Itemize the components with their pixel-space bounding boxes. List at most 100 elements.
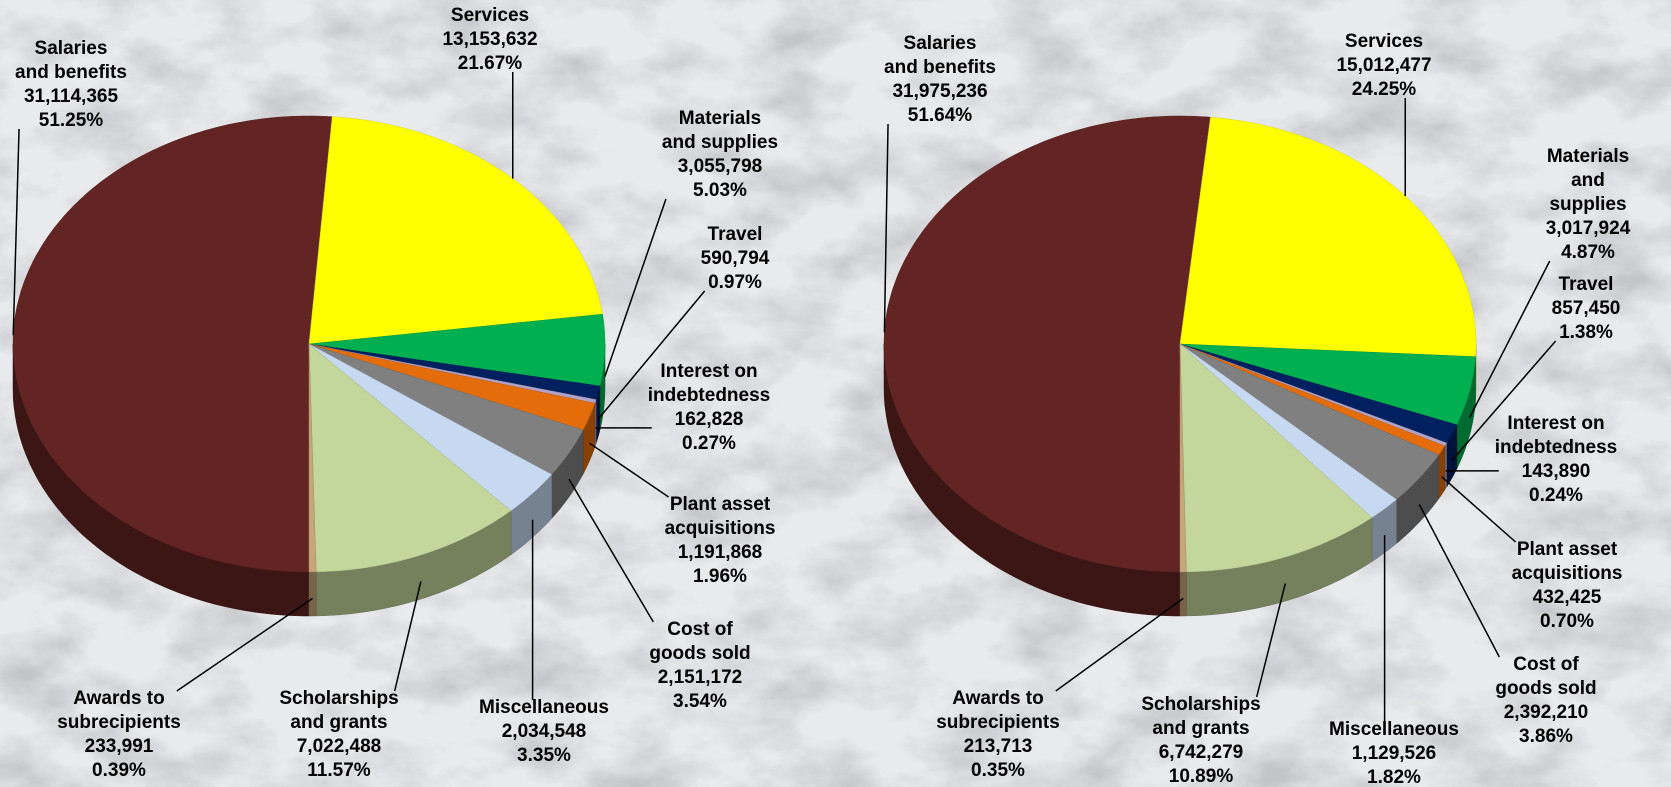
slice-label: Scholarships and grants 7,022,488 11.57% — [279, 687, 398, 783]
value-label: 162,828 — [674, 409, 744, 430]
pie-slice — [1179, 343, 1187, 573]
value-label: 1,129,526 — [1351, 743, 1437, 764]
value-label: 7,022,488 — [296, 736, 382, 757]
category-label: Materials and supplies — [1546, 146, 1630, 215]
value-label: 15,012,477 — [1336, 55, 1432, 76]
leader-line — [1468, 260, 1551, 419]
value-label: 590,794 — [700, 248, 770, 269]
slice-label: Materials and supplies 3,055,798 5.03% — [662, 107, 778, 203]
category-label: Plant asset acquisitions — [664, 494, 776, 539]
category-label: Miscellaneous — [479, 697, 609, 718]
pie-slice — [308, 343, 317, 573]
category-label: Travel — [707, 224, 763, 245]
slice-label: Plant asset acquisitions 1,191,868 1.96% — [665, 493, 776, 589]
category-label: Materials and supplies — [661, 108, 779, 153]
percent-label: 10.89% — [1168, 766, 1234, 787]
category-label: Miscellaneous — [1329, 719, 1459, 740]
percent-label: 1.38% — [1559, 322, 1613, 343]
category-label: Cost of goods sold — [1495, 654, 1597, 699]
leader-lines — [12, 72, 1557, 722]
category-label: Salaries and benefits — [15, 38, 127, 83]
percent-label: 0.39% — [92, 760, 146, 781]
leader-line — [1255, 583, 1287, 698]
pie-slice-side — [308, 571, 317, 617]
category-label: Interest on indebtedness — [1494, 413, 1618, 458]
percent-label: 21.67% — [457, 53, 523, 74]
value-label: 31,975,236 — [892, 81, 988, 102]
category-label: Scholarships and grants — [1141, 694, 1261, 739]
percent-label: 3.86% — [1519, 726, 1573, 747]
percent-label: 3.35% — [517, 745, 571, 766]
percent-label: 1.96% — [693, 566, 747, 587]
percent-label: 0.97% — [708, 272, 762, 293]
leader-line — [589, 442, 669, 498]
slice-label: Miscellaneous 1,129,526 1.82% — [1329, 718, 1459, 787]
value-label: 2,392,210 — [1503, 702, 1589, 723]
slice-label: Awards to subrecipients 213,713 0.35% — [936, 687, 1060, 783]
leader-line — [568, 478, 654, 623]
slice-label: Interest on indebtedness 162,828 0.27% — [648, 360, 770, 456]
pie-slice — [1179, 343, 1397, 518]
percent-label: 11.57% — [307, 760, 371, 781]
value-label: 13,153,632 — [442, 29, 538, 50]
slice-label: Services 13,153,632 21.67% — [442, 4, 537, 76]
category-label: Interest on indebtedness — [647, 361, 771, 406]
value-label: 2,034,548 — [501, 721, 587, 742]
slice-label: Scholarships and grants 6,742,279 10.89% — [1141, 693, 1260, 787]
value-label: 31,114,365 — [23, 86, 119, 107]
leader-line — [1441, 476, 1517, 543]
slice-label: Travel 590,794 0.97% — [701, 223, 770, 295]
percent-label: 24.25% — [1351, 79, 1417, 100]
value-label: 432,425 — [1532, 587, 1602, 608]
value-label: 213,713 — [963, 736, 1033, 757]
percent-label: 4.87% — [1561, 242, 1615, 263]
leader-line — [393, 581, 422, 692]
pie-slice — [1179, 343, 1373, 573]
slice-label: Services 15,012,477 24.25% — [1336, 30, 1431, 102]
pie-slice — [308, 313, 606, 387]
slice-label: Interest on indebtedness 143,890 0.24% — [1495, 412, 1617, 508]
category-label: Services — [450, 5, 530, 26]
category-label: Salaries and benefits — [884, 33, 996, 78]
category-label: Cost of goods sold — [649, 619, 751, 664]
percent-label: 0.70% — [1540, 611, 1594, 632]
pie-slice-side — [1444, 442, 1447, 491]
pie-slice — [12, 115, 333, 573]
leader-line — [604, 198, 667, 377]
category-label: Plant asset acquisitions — [1511, 539, 1623, 584]
value-label: 143,890 — [1521, 461, 1591, 482]
leader-line — [12, 128, 20, 336]
slice-label: Travel 857,450 1.38% — [1552, 273, 1621, 345]
pie-slice — [1179, 343, 1458, 444]
category-label: Scholarships and grants — [279, 688, 399, 733]
slice-label: Miscellaneous 2,034,548 3.35% — [479, 696, 609, 768]
pie-slice-side — [1179, 571, 1187, 617]
leader-line — [883, 123, 889, 333]
value-label: 857,450 — [1551, 298, 1621, 319]
leader-line — [597, 290, 706, 420]
value-label: 2,151,172 — [657, 667, 743, 688]
value-label: 1,191,868 — [677, 542, 763, 563]
slice-label: Plant asset acquisitions 432,425 0.70% — [1512, 538, 1623, 634]
percent-label: 1.82% — [1367, 767, 1421, 787]
percent-label: 51.25% — [38, 110, 104, 131]
pie-slice — [1179, 116, 1477, 357]
pie-slice — [883, 115, 1211, 573]
category-label: Awards to subrecipients — [57, 688, 181, 733]
percent-label: 0.27% — [682, 433, 736, 454]
slice-label: Materials and supplies 3,017,924 4.87% — [1546, 145, 1631, 265]
value-label: 233,991 — [84, 736, 154, 757]
category-label: Services — [1344, 31, 1424, 52]
leader-line — [1055, 597, 1184, 692]
value-label: 3,017,924 — [1545, 218, 1631, 239]
category-label: Awards to subrecipients — [936, 688, 1060, 733]
pie-slice — [308, 343, 596, 431]
slice-label: Cost of goods sold 2,392,210 3.86% — [1495, 653, 1596, 749]
value-label: 6,742,279 — [1158, 742, 1244, 763]
pie-slice — [308, 116, 603, 345]
leader-line — [1451, 340, 1557, 461]
slice-label: Awards to subrecipients 233,991 0.39% — [57, 687, 181, 783]
percent-label: 0.35% — [971, 760, 1025, 781]
